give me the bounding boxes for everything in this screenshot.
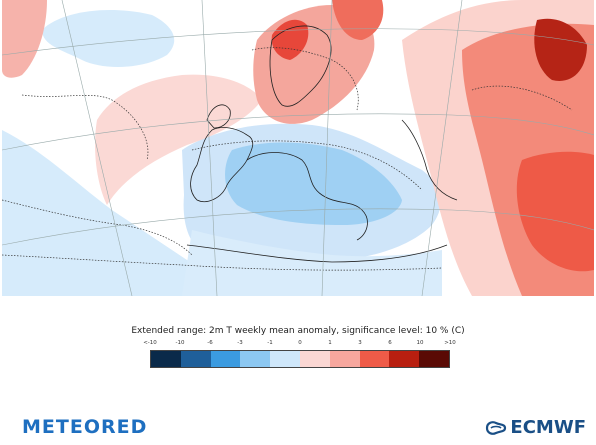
legend-tick: >10 xyxy=(444,340,456,346)
legend-title: Extended range: 2m T weekly mean anomaly… xyxy=(131,326,465,336)
legend-tick: 0 xyxy=(298,340,302,346)
warm-anomaly-greenland xyxy=(2,0,47,78)
legend-swatch xyxy=(180,351,211,367)
legend-tick: -6 xyxy=(207,340,213,346)
ecmwf-logo: ECMWF xyxy=(485,417,586,438)
legend-tick: 1 xyxy=(328,340,332,346)
legend-swatch xyxy=(151,351,181,367)
legend-tick: <-10 xyxy=(143,340,157,346)
legend-swatch xyxy=(359,351,390,367)
legend-tick: -10 xyxy=(175,340,185,346)
legend-ticks: <-10 -10 -6 -3 -1 0 1 3 6 10 >10 xyxy=(143,340,456,350)
legend-tick: 6 xyxy=(388,340,392,346)
color-legend: Extended range: 2m T weekly mean anomaly… xyxy=(0,326,596,368)
ecmwf-emblem-icon xyxy=(486,420,507,435)
warm-anomaly-russia xyxy=(332,0,384,40)
legend-color-bar xyxy=(150,350,450,368)
cool-anomaly-north-atlantic xyxy=(42,10,175,67)
meteored-logo: METEORED xyxy=(22,416,148,438)
legend-tick: -1 xyxy=(267,340,273,346)
legend-swatch xyxy=(329,351,360,367)
legend-swatch xyxy=(270,351,300,367)
warm-core-north-east xyxy=(534,18,587,81)
legend-tick: 10 xyxy=(416,340,424,346)
cool-anomaly-atlantic xyxy=(2,130,202,296)
warm-core-east xyxy=(516,151,594,272)
legend-tick: 3 xyxy=(358,340,362,346)
cool-core-med xyxy=(225,142,402,225)
cool-anomaly-north-africa xyxy=(182,230,442,296)
legend-swatch xyxy=(419,351,449,367)
legend-tick: -3 xyxy=(237,340,243,346)
legend-swatch xyxy=(389,351,420,367)
anomaly-map xyxy=(2,0,594,296)
legend-swatch xyxy=(299,351,330,367)
legend-swatch xyxy=(210,351,241,367)
ecmwf-logo-text: ECMWF xyxy=(510,417,586,438)
warm-anomaly-atlantic xyxy=(95,74,262,205)
legend-swatch xyxy=(240,351,271,367)
